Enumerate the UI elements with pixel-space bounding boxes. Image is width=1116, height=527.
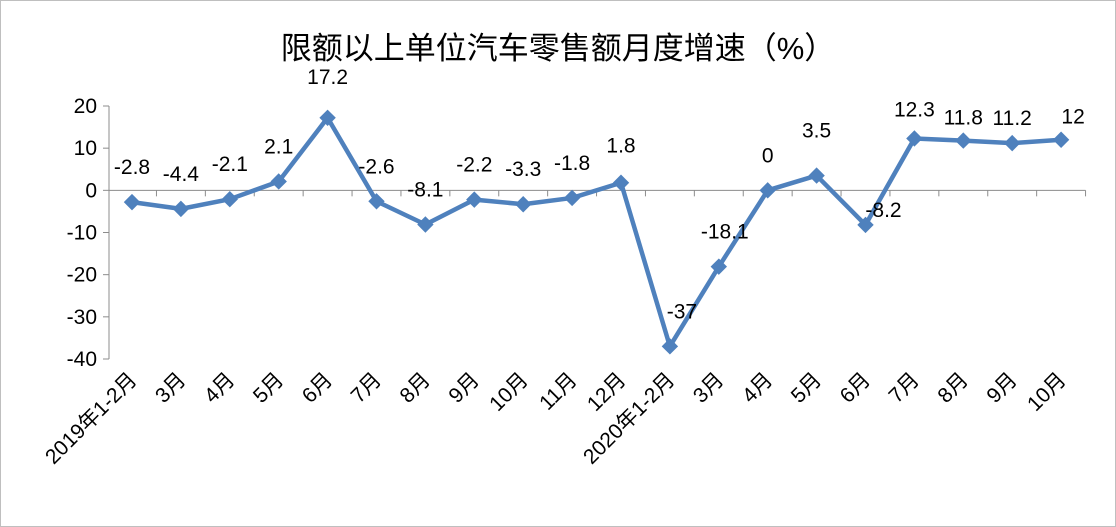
data-point-marker — [710, 258, 728, 275]
x-tick-label: 10月 — [1023, 368, 1071, 416]
x-tick-label: 10月 — [485, 368, 533, 416]
y-tick-label: -20 — [67, 264, 97, 287]
y-tick-label: 10 — [74, 137, 97, 160]
x-tick-label: 7月 — [885, 368, 924, 407]
data-label: -18.1 — [701, 221, 749, 244]
data-point-marker — [759, 182, 776, 199]
x-tick-label: 6月 — [836, 368, 875, 407]
data-label: -2.8 — [114, 156, 150, 179]
data-label: 2.1 — [264, 135, 293, 158]
data-point-marker — [123, 193, 141, 211]
data-point-marker — [319, 109, 336, 127]
data-point-marker — [221, 190, 239, 208]
data-label: 11.2 — [993, 107, 1032, 130]
x-tick-label: 9月 — [444, 368, 483, 407]
data-label: -1.8 — [554, 152, 590, 175]
data-label: -8.1 — [407, 178, 443, 201]
data-label: -2.6 — [358, 155, 394, 178]
data-point-marker — [368, 193, 385, 210]
data-point-marker — [906, 130, 923, 147]
x-tick-label: 3月 — [689, 368, 728, 407]
x-tick-label: 5月 — [249, 368, 288, 407]
data-point-marker — [955, 132, 972, 149]
data-label: -8.2 — [865, 199, 901, 222]
series-line-path — [131, 115, 1062, 349]
data-point-marker — [857, 216, 874, 234]
series-line — [123, 109, 1070, 355]
x-tick-label: 5月 — [787, 368, 826, 407]
data-label: 12 — [1061, 106, 1084, 129]
data-label: 1.8 — [606, 135, 635, 158]
data-label: 3.5 — [802, 120, 831, 143]
y-tick-label: -30 — [67, 306, 97, 329]
data-point-marker — [563, 189, 581, 207]
data-point-marker — [466, 191, 483, 208]
x-tick-label: 4月 — [738, 368, 777, 407]
data-label: -2.1 — [212, 153, 248, 176]
data-label: -2.2 — [456, 154, 492, 177]
data-point-marker — [808, 167, 825, 184]
y-tick-label: -40 — [67, 348, 97, 371]
y-tick-label: 20 — [74, 95, 97, 118]
data-point-marker — [270, 173, 287, 190]
x-tick-label: 8月 — [933, 368, 972, 407]
data-label: 0 — [762, 144, 774, 167]
data-point-marker — [661, 338, 679, 355]
data-labels: -2.8 -4.4 -2.1 2.1 17.2 -2.6 -8.1 -2.2 -3.3 -1.8 1… — [114, 66, 1085, 324]
data-point-marker — [612, 174, 630, 191]
x-tick-label: 11月 — [535, 368, 582, 415]
data-point-marker — [172, 200, 190, 218]
x-tick-label: 6月 — [298, 368, 337, 407]
data-point-marker — [514, 196, 532, 213]
data-label: -4.4 — [163, 163, 200, 186]
data-label: -37 — [667, 300, 697, 323]
x-tick-label: 7月 — [347, 368, 386, 407]
data-label: 12.3 — [894, 98, 935, 121]
y-tick-label: -10 — [67, 222, 97, 245]
x-tick-label: 2019年1-2月 — [41, 368, 141, 468]
data-label: 17.2 — [307, 66, 348, 89]
x-tick-label: 9月 — [982, 368, 1021, 407]
data-label: -3.3 — [505, 158, 541, 181]
chart-title: 限额以上单位汽车零售额月度增速（%） — [281, 31, 836, 66]
y-tick-label: 0 — [85, 179, 97, 202]
x-tick-label: 8月 — [396, 368, 435, 407]
x-tick-label: 4月 — [200, 368, 239, 407]
data-point-marker — [1003, 134, 1021, 152]
x-tick-label: 3月 — [151, 368, 190, 407]
data-point-marker — [417, 216, 434, 233]
data-point-marker — [1052, 131, 1070, 148]
data-label: 11.8 — [944, 107, 983, 130]
